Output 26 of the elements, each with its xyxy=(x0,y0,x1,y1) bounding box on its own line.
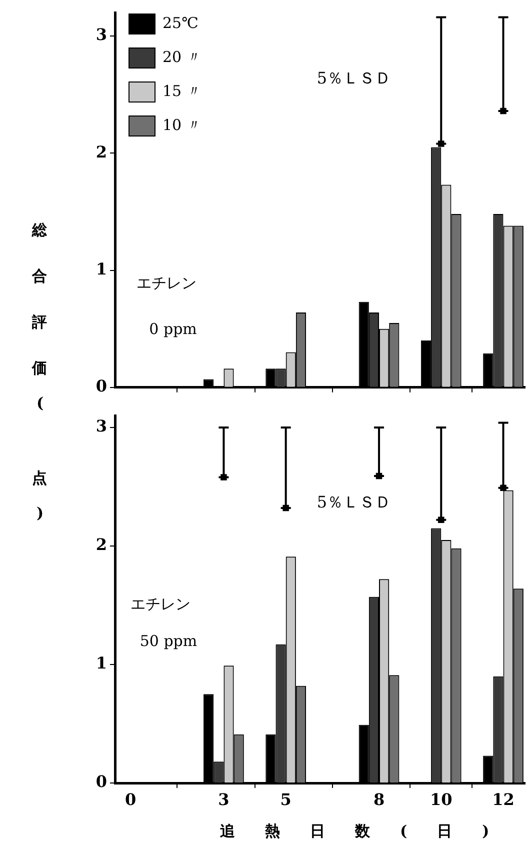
annotation: 5％ＬＳＤ xyxy=(316,492,392,512)
x-tick-label: 12 xyxy=(492,790,514,809)
y-tick-label: 0 xyxy=(96,376,107,396)
y-tick-label: 3 xyxy=(96,416,107,436)
y-tick-label: 2 xyxy=(96,535,107,554)
legend-label: 10 〃 xyxy=(162,116,202,134)
y-tick-label: 2 xyxy=(96,142,107,162)
legend-label: 20 〃 xyxy=(162,48,202,66)
y-tick-label: 1 xyxy=(96,259,107,278)
x-tick-label: 0 xyxy=(124,790,136,809)
annotation: 5％ＬＳＤ xyxy=(316,68,392,88)
legend-label: 15 〃 xyxy=(162,82,202,100)
annotation: エチレン xyxy=(130,595,191,614)
y-axis-title: 総合評価(点) xyxy=(30,210,49,568)
x-tick-label: 5 xyxy=(280,790,292,809)
y-tick-label: 1 xyxy=(96,654,107,673)
annotation: 0 ppm xyxy=(149,320,197,338)
y-tick-label: 3 xyxy=(96,25,107,44)
x-axis-title: 追熱日数(日) xyxy=(220,822,520,841)
y-tick-label: 0 xyxy=(96,772,107,792)
legend-label: 25℃ xyxy=(162,14,198,32)
x-tick-label: 3 xyxy=(218,790,230,809)
annotation: エチレン xyxy=(136,274,197,292)
annotation: 50 ppm xyxy=(140,632,198,650)
x-tick-label: 8 xyxy=(373,790,385,809)
x-tick-label: 10 xyxy=(430,790,452,809)
